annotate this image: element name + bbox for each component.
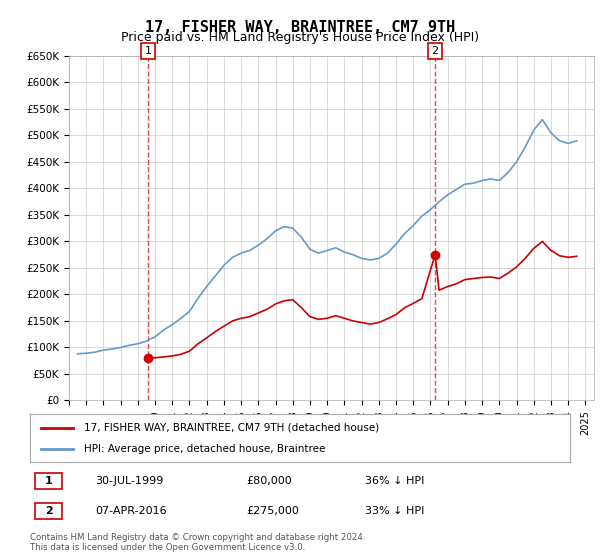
FancyBboxPatch shape <box>35 503 62 519</box>
FancyBboxPatch shape <box>35 473 62 489</box>
Text: HPI: Average price, detached house, Braintree: HPI: Average price, detached house, Brai… <box>84 444 325 454</box>
Text: 17, FISHER WAY, BRAINTREE, CM7 9TH (detached house): 17, FISHER WAY, BRAINTREE, CM7 9TH (deta… <box>84 423 379 433</box>
Text: 2: 2 <box>45 506 53 516</box>
Text: 1: 1 <box>145 46 151 56</box>
Text: Contains HM Land Registry data © Crown copyright and database right 2024.: Contains HM Land Registry data © Crown c… <box>30 533 365 542</box>
Text: 2: 2 <box>431 46 439 56</box>
Text: 33% ↓ HPI: 33% ↓ HPI <box>365 506 424 516</box>
Text: Price paid vs. HM Land Registry's House Price Index (HPI): Price paid vs. HM Land Registry's House … <box>121 31 479 44</box>
Text: 30-JUL-1999: 30-JUL-1999 <box>95 475 163 486</box>
Text: 1: 1 <box>45 475 53 486</box>
Text: This data is licensed under the Open Government Licence v3.0.: This data is licensed under the Open Gov… <box>30 543 305 552</box>
Text: 07-APR-2016: 07-APR-2016 <box>95 506 166 516</box>
Text: 36% ↓ HPI: 36% ↓ HPI <box>365 475 424 486</box>
Text: 17, FISHER WAY, BRAINTREE, CM7 9TH: 17, FISHER WAY, BRAINTREE, CM7 9TH <box>145 20 455 35</box>
Text: £80,000: £80,000 <box>246 475 292 486</box>
Text: £275,000: £275,000 <box>246 506 299 516</box>
